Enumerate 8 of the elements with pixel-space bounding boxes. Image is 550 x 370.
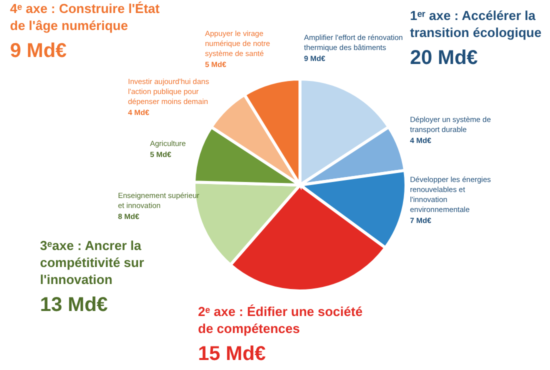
text: 1ᵉʳ axe : Accélérer la transition écologique: [410, 8, 542, 40]
text: 13 Md€: [40, 294, 108, 316]
text: 15 Md€: [198, 343, 266, 365]
text: 20 Md€: [410, 47, 478, 69]
text: 4ᵉ axe : Construire l'État de l'âge numérique: [10, 1, 160, 33]
text: 2ᵉ axe : Édifier une société de compétences: [198, 304, 363, 336]
text: 9 Md€: [10, 40, 67, 62]
text: 3ᵉaxe : Ancrer la compétitivité sur l'innovation: [40, 238, 144, 287]
